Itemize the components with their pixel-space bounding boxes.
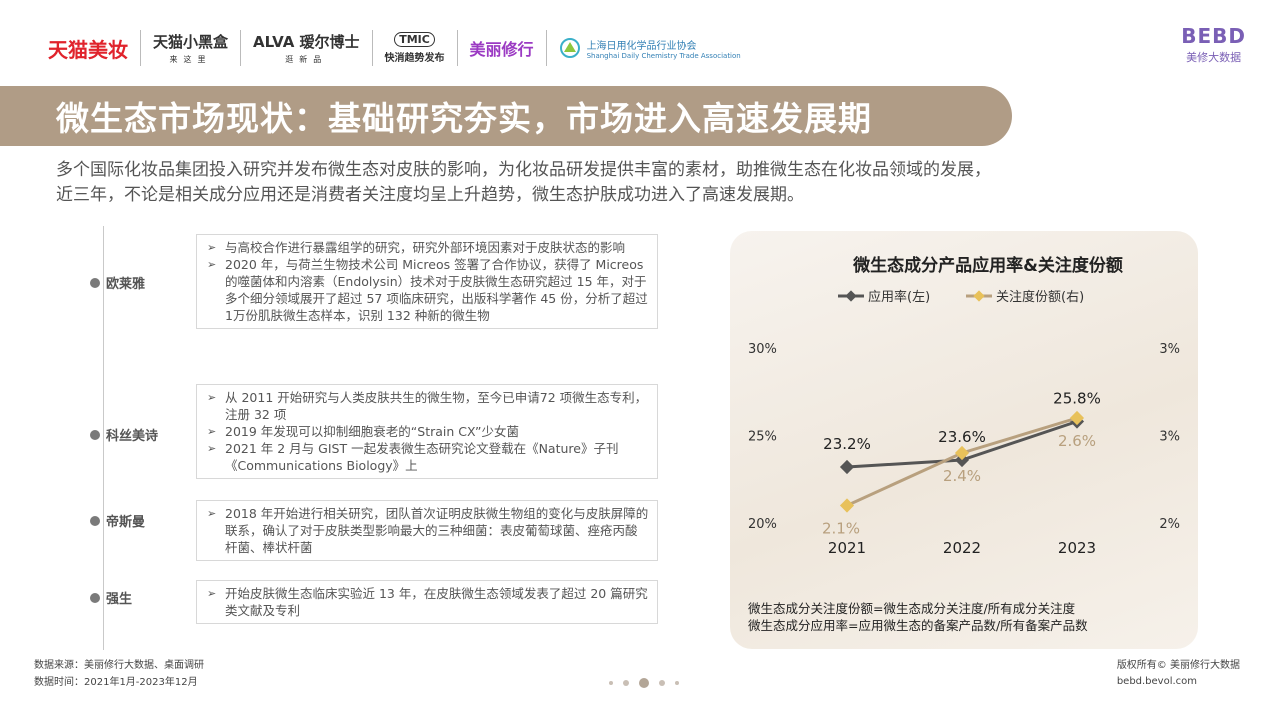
data-label: 23.6% — [938, 428, 986, 446]
alva-logo: ALVA 瑷尔博士 逛新品 — [241, 30, 373, 66]
legend-marker-left — [845, 290, 857, 302]
data-time: 数据时间：2021年1月-2023年12月 — [34, 677, 198, 688]
bebd-logo: BEBD 美修大数据 — [1181, 24, 1246, 64]
copyright-text: 版权所有© 美丽修行大数据 — [1116, 660, 1240, 671]
right-tick-label: 2% — [1159, 517, 1180, 532]
left-axis: 20% 25% 30% — [748, 342, 777, 532]
footer-copyright: 版权所有© 美丽修行大数据 bebd.bevol.com — [1117, 658, 1240, 690]
tmall-blackbox-logo: 天猫小黑盒 来这里 — [141, 30, 242, 66]
chart-panel: 微生态成分产品应用率&关注度份额 应用率(左) 关注度份额(右) 20% 25% 3… — [730, 231, 1198, 649]
right-axis: 2% 3% 3% — [1159, 342, 1180, 532]
right-tick-label: 3% — [1159, 342, 1180, 357]
data-label: 23.2% — [823, 435, 871, 453]
page-indicator — [604, 678, 684, 688]
legend-label-left: 应用率(左) — [868, 289, 930, 305]
chart-title: 微生态成分产品应用率&关注度份额 — [852, 255, 1123, 276]
sdcta-emblem-icon — [559, 38, 580, 58]
data-point — [839, 498, 855, 513]
x-tick-label: 2022 — [943, 539, 981, 557]
list-item: 2019 年发现可以抑制细胞衰老的“Strain CX”少女菌 — [205, 423, 649, 440]
data-point — [954, 445, 970, 461]
x-tick-label: 2021 — [828, 539, 866, 557]
left-tick-label: 30% — [748, 342, 777, 357]
sdcta-logo: 上海日用化学品行业协会 Shanghai Daily Chemistry Tra… — [547, 30, 753, 66]
timeline-dot-icon — [90, 592, 100, 603]
legend-marker-right — [973, 290, 985, 302]
page-dot — [659, 680, 665, 686]
brand-card-dsm: 2018 年开始进行相关研究，团队首次证明皮肤微生物组的变化与皮肤屏障的联系，确… — [196, 500, 658, 561]
list-item: 2020 年，与荷兰生物技术公司 Micreos 签署了合作协议，获得了 Mic… — [205, 256, 649, 324]
right-tick-label: 3% — [1159, 430, 1180, 445]
footer-source: 数据来源：美丽修行大数据、桌面调研 数据时间：2021年1月-2023年12月 — [34, 657, 204, 691]
page-dot — [623, 680, 629, 686]
list-item: 从 2011 开始研究与人类皮肤共生的微生物，至今已申请72 项微生态专利，注册… — [205, 389, 649, 423]
intro-paragraph: 多个国际化妆品集团投入研究并发布微生态对皮肤的影响，为化妆品研发提供丰富的素材，… — [56, 160, 991, 205]
x-tick-label: 2023 — [1058, 539, 1096, 557]
page-dot — [675, 681, 679, 685]
brand-card-jnj: 开始皮肤微生态临床实验近 13 年，在皮肤微生态领域发表了超过 20 篇研究类文… — [196, 580, 658, 624]
data-label: 2.1% — [822, 520, 860, 538]
data-label: 2.4% — [943, 467, 981, 485]
tmic-logo: TMIC 快消趋势发布 — [373, 30, 458, 66]
page-title: 微生态市场现状：基础研究夯实，市场进入高速发展期 — [56, 99, 872, 138]
series: 23.2% 23.6% 25.8% 2.1% 2.4% 2.6% — [822, 390, 1101, 538]
x-axis: 2021 2022 2023 — [828, 539, 1096, 557]
title-bar: 微生态市场现状：基础研究夯实，市场进入高速发展期 — [0, 86, 1012, 146]
site-url: bebd.bevol.com — [1116, 676, 1198, 687]
data-label: 25.8% — [1053, 390, 1101, 408]
list-item: 开始皮肤微生态临床实验近 13 年，在皮肤微生态领域发表了超过 20 篇研究类文… — [205, 585, 649, 619]
list-item: 2021 年 2 月与 GIST 一起发表微生态研究论文登载在《Nature》子… — [205, 440, 649, 474]
timeline-dot-icon — [90, 515, 100, 526]
brand-card-loreal: 与高校合作进行暴露组学的研究，研究外部环境因素对于皮肤状态的影响 2020 年，… — [196, 234, 658, 329]
page-dot — [609, 681, 613, 685]
line-chart: 微生态成分产品应用率&关注度份额 应用率(左) 关注度份额(右) 20% 25% 3… — [748, 255, 1180, 557]
list-item: 2018 年开始进行相关研究，团队首次证明皮肤微生物组的变化与皮肤屏障的联系，确… — [205, 505, 649, 556]
timeline-dot-icon — [90, 429, 100, 440]
tmall-beauty-logo: 天猫美妆 — [36, 30, 141, 66]
brand-loreal: 欧莱雅 — [90, 273, 145, 292]
legend: 应用率(左) 关注度份额(右) — [838, 289, 1084, 305]
data-point — [839, 459, 855, 475]
data-label: 2.6% — [1058, 432, 1096, 450]
page-dot-active — [639, 678, 649, 688]
left-tick-label: 20% — [748, 517, 777, 532]
data-point — [1069, 410, 1085, 426]
partner-logos: 天猫美妆 天猫小黑盒 来这里 ALVA 瑷尔博士 逛新品 TMIC 快消趋势发布… — [36, 28, 753, 68]
chart-note-attention: 微生态成分关注度份额=微生态成分关注度/所有成分关注度 — [748, 601, 1076, 616]
chart-note-usage: 微生态成分应用率=应用微生态的备案产品数/所有备案产品数 — [748, 618, 1088, 633]
brand-cosmax: 科丝美诗 — [90, 425, 158, 444]
timeline-line — [103, 226, 104, 650]
left-tick-label: 25% — [748, 430, 777, 445]
timeline-dot-icon — [90, 277, 100, 288]
brand-jnj: 强生 — [90, 588, 132, 607]
legend-label-right: 关注度份额(右) — [996, 289, 1084, 305]
data-source: 数据来源：美丽修行大数据、桌面调研 — [34, 660, 204, 671]
brand-card-cosmax: 从 2011 开始研究与人类皮肤共生的微生物，至今已申请72 项微生态专利，注册… — [196, 384, 658, 479]
brand-dsm: 帝斯曼 — [90, 511, 145, 530]
list-item: 与高校合作进行暴露组学的研究，研究外部环境因素对于皮肤状态的影响 — [205, 239, 649, 256]
meilixiuxing-logo: 美丽修行 — [458, 30, 547, 66]
